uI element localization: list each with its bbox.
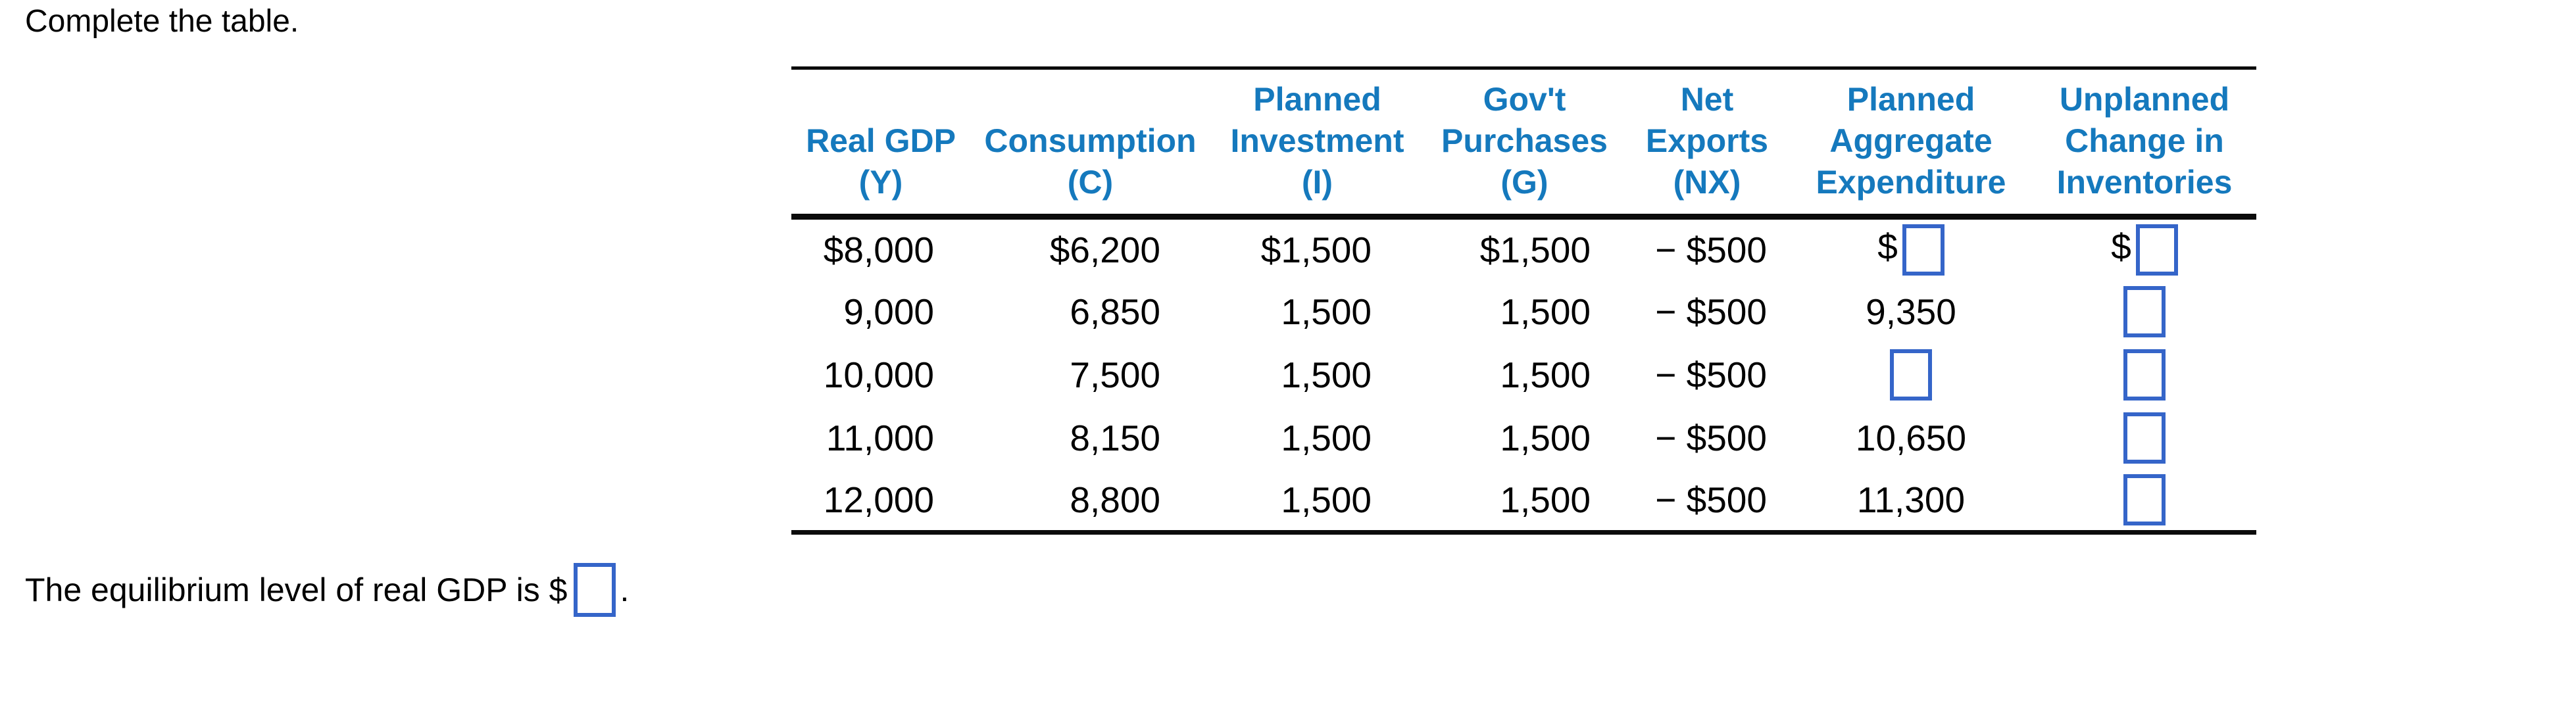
aggregate-expenditure-table: Real GDP (Y) Consumption (C) Planned Inv…: [791, 66, 2256, 535]
header-line: Unplanned: [2059, 81, 2230, 118]
table-row: 12,000 8,800 1,500 1,500 − $500 11,300: [791, 470, 2256, 533]
cell-planned-investment: 1,500: [1281, 417, 1372, 458]
cell-consumption: 8,150: [1070, 417, 1160, 458]
header-row: Real GDP (Y) Consumption (C) Planned Inv…: [791, 68, 2256, 220]
table-row: $8,000 $6,200 $1,500 $1,500 − $500 $ $: [791, 217, 2256, 280]
cell-planned-aggregate-expenditure: 11,300: [1856, 479, 1966, 520]
cell-real-gdp: 10,000: [823, 354, 934, 395]
cell-govt-purchases: $1,500: [1479, 229, 1591, 270]
cell-consumption: 7,500: [1070, 354, 1160, 395]
col-header-net-exports: Net Exports (NX): [1625, 68, 1789, 220]
question-text: The equilibrium level of real GDP is $: [25, 571, 568, 608]
cell-real-gdp: $8,000: [823, 229, 934, 270]
cell-unplanned-inventories: [2033, 470, 2256, 533]
cell-planned-investment: 1,500: [1281, 479, 1372, 520]
equilibrium-gdp-input[interactable]: [574, 563, 616, 617]
inventories-input[interactable]: [2123, 412, 2166, 464]
header-line: Gov't: [1483, 81, 1566, 118]
table-row: 11,000 8,150 1,500 1,500 − $500 10,650: [791, 406, 2256, 470]
cell-net-exports: − $500: [1655, 417, 1767, 458]
equilibrium-question: The equilibrium level of real GDP is $.: [25, 563, 629, 617]
cell-net-exports: − $500: [1655, 229, 1767, 270]
cell-net-exports: − $500: [1655, 291, 1767, 332]
page-title: Complete the table.: [25, 4, 299, 39]
cell-planned-aggregate-expenditure: $: [1789, 217, 2033, 280]
cell-consumption: $6,200: [1049, 229, 1160, 270]
header-line: Inventories: [2056, 164, 2233, 201]
dollar-prefix: $: [1877, 226, 1898, 268]
header-line: Planned: [1253, 81, 1381, 118]
cell-net-exports: − $500: [1655, 479, 1767, 520]
col-header-consumption: Consumption (C): [970, 68, 1210, 220]
inventories-input[interactable]: [2123, 285, 2166, 337]
col-header-govt-purchases: Gov't Purchases (G): [1424, 68, 1625, 220]
cell-unplanned-inventories: [2033, 343, 2256, 406]
dollar-prefix: $: [2111, 226, 2131, 268]
cell-govt-purchases: 1,500: [1500, 354, 1591, 395]
cell-govt-purchases: 1,500: [1500, 417, 1591, 458]
header-line: Investment: [1230, 122, 1404, 159]
header-line: (C): [1067, 164, 1114, 201]
table-row: 10,000 7,500 1,500 1,500 − $500: [791, 343, 2256, 406]
cell-unplanned-inventories: [2033, 406, 2256, 470]
header-line: (I): [1301, 164, 1333, 201]
data-table: Real GDP (Y) Consumption (C) Planned Inv…: [791, 66, 2256, 535]
cell-planned-aggregate-expenditure: 10,650: [1855, 417, 1967, 458]
cell-unplanned-inventories: [2033, 280, 2256, 343]
header-line: Planned: [1846, 81, 1975, 118]
header-line: Aggregate: [1829, 122, 1993, 159]
cell-govt-purchases: 1,500: [1500, 479, 1591, 520]
header-line: Purchases: [1441, 122, 1608, 159]
cell-real-gdp: 12,000: [823, 479, 934, 520]
cell-govt-purchases: 1,500: [1500, 291, 1591, 332]
header-line: Change in: [2065, 122, 2224, 159]
cell-real-gdp: 9,000: [843, 291, 934, 332]
header-line: (Y): [858, 164, 903, 201]
table-row: 9,000 6,850 1,500 1,500 − $500 9,350: [791, 280, 2256, 343]
header-line: Real GDP: [806, 122, 956, 159]
header-line: (NX): [1673, 164, 1741, 201]
header-line: Consumption: [984, 122, 1197, 159]
cell-consumption: 6,850: [1070, 291, 1160, 332]
cell-real-gdp: 11,000: [826, 417, 934, 458]
header-line: (G): [1500, 164, 1548, 201]
cell-planned-investment: 1,500: [1281, 291, 1372, 332]
cell-planned-investment: 1,500: [1281, 354, 1372, 395]
inventories-input[interactable]: [2123, 474, 2166, 525]
question-period: .: [620, 571, 630, 608]
col-header-planned-aggregate-expenditure: Planned Aggregate Expenditure: [1789, 68, 2033, 220]
cell-net-exports: − $500: [1655, 354, 1767, 395]
header-line: Exports: [1645, 122, 1769, 159]
cell-planned-aggregate-expenditure: 9,350: [1866, 291, 1956, 332]
header-line: Net: [1680, 81, 1734, 118]
col-header-planned-investment: Planned Investment (I): [1210, 68, 1424, 220]
inventories-input[interactable]: [2123, 349, 2166, 401]
cell-unplanned-inventories: $: [2033, 217, 2256, 280]
cell-planned-investment: $1,500: [1260, 229, 1372, 270]
col-header-real-gdp: Real GDP (Y): [791, 68, 970, 220]
cell-planned-aggregate-expenditure: [1789, 343, 2033, 406]
planned-aggregate-expenditure-input[interactable]: [1890, 349, 1932, 401]
planned-aggregate-expenditure-input[interactable]: [1902, 224, 1944, 276]
col-header-unplanned-inventories: Unplanned Change in Inventories: [2033, 68, 2256, 220]
header-line: Expenditure: [1816, 164, 2006, 201]
inventories-input[interactable]: [2135, 224, 2178, 276]
cell-consumption: 8,800: [1070, 479, 1160, 520]
